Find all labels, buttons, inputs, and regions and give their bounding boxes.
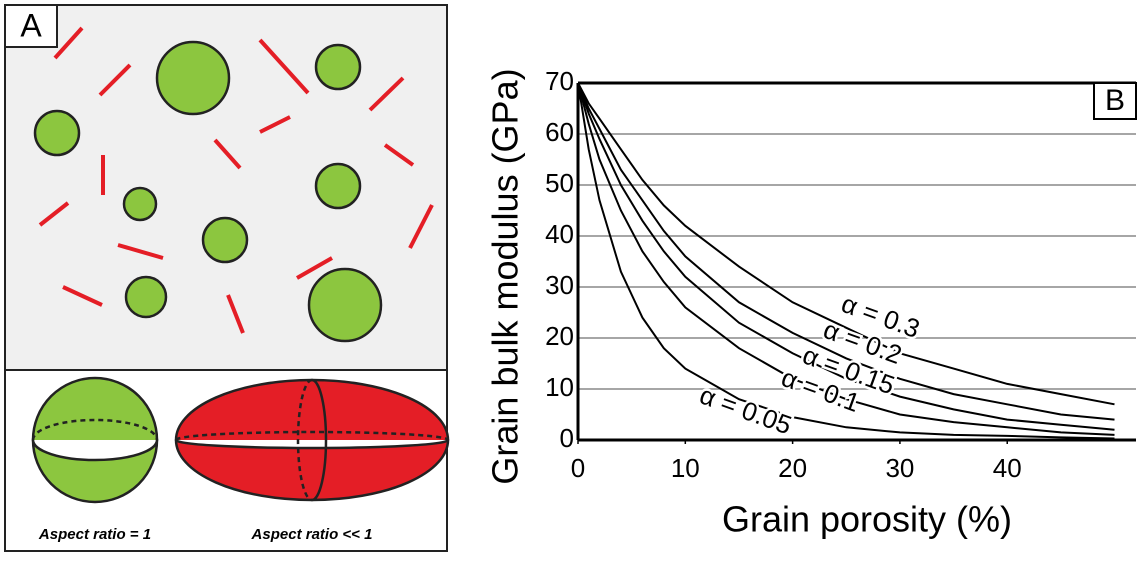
crack: [408, 204, 434, 249]
sphere: [31, 376, 159, 504]
panel-label: A: [20, 7, 42, 43]
x-tick-label: 10: [671, 453, 700, 483]
caption: Aspect ratio = 1: [38, 526, 151, 543]
crack: [259, 115, 291, 134]
grain: [122, 186, 158, 222]
grain: [314, 43, 362, 91]
y-tick-label: 20: [545, 321, 574, 351]
crack: [368, 76, 405, 112]
crack: [98, 63, 132, 97]
panel-a: A Aspect ratio = 1 Aspect ratio << 1: [4, 4, 450, 552]
x-tick-label: 20: [778, 453, 807, 483]
panel-label-box: [4, 4, 58, 48]
cracks: [38, 26, 434, 334]
sphere-hidden-edge: [31, 418, 159, 441]
ellipsoid-ring: [311, 378, 328, 502]
grain: [201, 216, 249, 264]
y-tick-label: 0: [560, 423, 574, 453]
x-axis-label: Grain porosity (%): [722, 499, 1012, 540]
grains: [33, 40, 383, 343]
x-tick-label: 30: [885, 453, 914, 483]
crack: [117, 243, 164, 260]
crack: [53, 26, 84, 60]
y-tick-label: 10: [545, 372, 574, 402]
grain: [124, 275, 168, 319]
crack: [213, 138, 242, 170]
curve: [577, 82, 1115, 431]
grain: [307, 267, 383, 343]
sphere-section: [31, 439, 159, 462]
curve: [577, 82, 1115, 440]
y-tick-label: 70: [545, 66, 574, 96]
grain: [33, 109, 81, 157]
crack: [383, 143, 415, 167]
crack: [258, 38, 310, 95]
crack: [226, 294, 245, 334]
caption: Aspect ratio << 1: [251, 526, 373, 543]
y-tick-label: 50: [545, 168, 574, 198]
y-tick-label: 40: [545, 219, 574, 249]
ellipsoid-section: [174, 439, 450, 450]
y-tick-label: 60: [545, 117, 574, 147]
ellipsoid: [174, 378, 450, 502]
curve: [577, 82, 1115, 406]
x-tick-label: 40: [993, 453, 1022, 483]
curve: [577, 82, 1115, 436]
panel-label: B: [1105, 84, 1125, 117]
panel-label-box: [1093, 82, 1137, 120]
x-tick-label: 0: [571, 453, 585, 483]
crack: [38, 201, 70, 227]
y-axis-label: Grain bulk modulus (GPa): [485, 68, 526, 484]
y-tick-label: 30: [545, 270, 574, 300]
crack: [296, 256, 333, 280]
grain: [155, 40, 231, 116]
ellipsoid-ring-hidden: [296, 378, 313, 502]
curve: [577, 82, 1115, 421]
ellipsoid-hidden-edge: [174, 430, 450, 441]
crack: [62, 285, 103, 307]
plot-area: [578, 83, 1136, 440]
grain: [314, 162, 362, 210]
